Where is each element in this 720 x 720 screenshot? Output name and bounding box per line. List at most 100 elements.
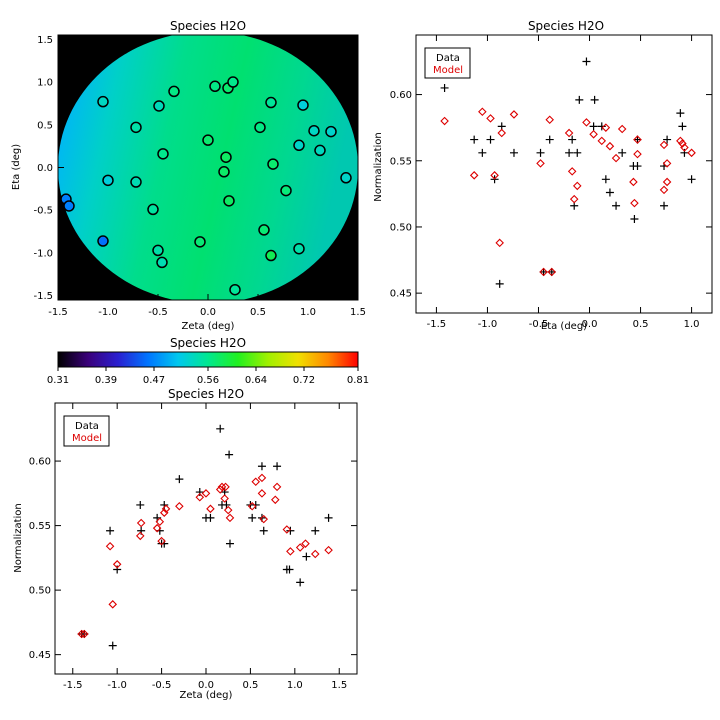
eta-scatter-model-point (629, 177, 638, 187)
eta-scatter-data-point (547, 267, 556, 276)
zeta-scatter-model-point (220, 494, 229, 503)
eta-scatter-data-point (633, 162, 642, 171)
eta-scatter-model-point (478, 107, 487, 117)
zeta-scatter-model-point (217, 482, 227, 492)
zeta-scatter-model-point (108, 600, 118, 609)
eta-scatter-data-point (470, 135, 479, 144)
map-x-tick-label: 1.5 (350, 307, 366, 318)
colorbar-tick-label: 0.56 (197, 375, 219, 386)
star-marker (168, 85, 180, 98)
zeta-scatter-y-tick-label: 0.45 (29, 650, 51, 661)
zeta-scatter-data-point (195, 488, 204, 497)
zeta-scatter-points (77, 424, 333, 650)
eta-scatter-model-point (564, 128, 574, 138)
eta-scatter-model-point (633, 149, 642, 159)
eta-scatter-data-point (660, 201, 669, 210)
eta-scatter-model-point (617, 124, 627, 134)
eta-scatter-data-point (676, 109, 685, 118)
eta-scatter-frame (415, 34, 713, 314)
star-marker (157, 148, 169, 160)
eta-scatter-x-tick-label: 1.0 (684, 319, 700, 330)
zeta-scatter-data-point (80, 629, 89, 638)
eta-scatter-y-tick-label: 0.50 (390, 222, 412, 233)
map-field-disk (58, 35, 358, 300)
eta-scatter-ticks: -1.5 -1.0 -0.5 0.0 0.5 1.0 0.45 0.50 0.55 0.60 (390, 35, 712, 330)
eta-scatter-model-point (630, 198, 639, 208)
eta-scatter-data-point (589, 122, 598, 131)
eta-legend-box (424, 47, 471, 79)
zeta-scatter-model-point (155, 517, 165, 527)
eta-scatter-data-point (687, 175, 696, 184)
zeta-scatter-model-point (206, 504, 215, 514)
zeta-scatter-data-point (225, 539, 234, 548)
eta-scatter-data-point (565, 148, 574, 157)
zeta-scatter-x-tick-label: -0.5 (152, 680, 172, 691)
star-marker (218, 166, 230, 178)
map-y-tick-label: -0.5 (33, 206, 53, 217)
eta-scatter-x-tick-label: -1.5 (427, 319, 447, 330)
map-y-tick-label: 1.5 (37, 35, 53, 46)
star-marker (97, 95, 109, 108)
star-marker (314, 144, 326, 157)
eta-scatter-model-point (659, 140, 669, 150)
star-marker (293, 139, 305, 152)
zeta-scatter-model-point (77, 629, 86, 639)
eta-scatter-data-point (573, 148, 582, 157)
colorbar-tick-label: 0.72 (293, 375, 315, 386)
zeta-scatter-data-point (136, 500, 145, 509)
star-marker (308, 124, 320, 137)
map-x-tick-label: 1.0 (300, 307, 316, 318)
zeta-scatter-y-tick-label: 0.60 (29, 457, 51, 468)
zeta-scatter-model-point (161, 504, 171, 514)
zeta-scatter-x-tick-label: -1.5 (63, 680, 83, 691)
zeta-scatter-data-point (206, 513, 215, 522)
star-marker (130, 176, 142, 188)
eta-scatter-data-point (486, 135, 495, 144)
zeta-scatter-model-point (135, 531, 145, 541)
eta-scatter-x-tick-label: 0.5 (633, 319, 649, 330)
map-x-label: Zeta (deg) (182, 321, 235, 332)
eta-scatter-data-point (539, 267, 548, 276)
eta-scatter-model-point (678, 139, 687, 148)
zeta-scatter-model-point (251, 477, 261, 486)
map-y-tick-label: 0.5 (37, 120, 53, 131)
eta-scatter-title: Species H2O (528, 19, 604, 33)
star-marker (229, 283, 241, 296)
eta-scatter-data-point (605, 188, 614, 197)
eta-scatter-data-point (495, 279, 504, 288)
zeta-scatter-y-tick-label: 0.55 (29, 521, 51, 532)
zeta-scatter-data-point (216, 424, 225, 433)
zeta-scatter-data-point (225, 450, 234, 459)
eta-legend-model: Model (433, 65, 463, 76)
colorbar-gradient (57, 351, 359, 368)
zeta-legend-box (63, 415, 110, 447)
eta-scatter-panel: Species H2O Data Model -1.5 -1.0 -0.5 0.0 0.… (373, 19, 713, 332)
map-x-tick-label: 0.0 (200, 307, 216, 318)
map-x-tick-label: 0.5 (250, 307, 266, 318)
zeta-scatter-data-point (108, 641, 117, 650)
eta-scatter-data-point (630, 215, 639, 224)
zeta-scatter-model-point (259, 514, 269, 524)
star-marker (227, 76, 239, 88)
eta-legend-data: Data (436, 53, 460, 64)
star-marker (209, 80, 221, 93)
eta-scatter-y-tick-label: 0.45 (390, 289, 412, 300)
zeta-scatter-model-point (80, 629, 89, 639)
zeta-scatter-model-point (225, 513, 235, 523)
eta-scatter-data-point (601, 175, 610, 184)
eta-scatter-y-tick-label: 0.60 (390, 90, 412, 101)
species-map-panel: Species H2O -1.5 -1.0 -0.5 0.0 0.5 1.0 1.5 -1.… (11, 19, 366, 332)
eta-scatter-data-point (633, 135, 642, 144)
eta-legend: Data Model (424, 47, 471, 79)
eta-scatter-model-point (589, 130, 598, 139)
zeta-scatter-panel: Species H2O Data Model -1.5 -1.0 -0.5 0.0 0.… (13, 387, 358, 701)
map-x-tick-label: -0.5 (148, 307, 168, 318)
star-marker (258, 224, 270, 236)
zeta-scatter-model-point (157, 536, 166, 546)
colorbar-ticks: 0.31 0.39 0.47 0.56 0.64 0.72 0.81 (47, 367, 369, 386)
eta-scatter-model-point (662, 159, 672, 168)
zeta-scatter-x-tick-label: 0.5 (242, 680, 258, 691)
zeta-legend-data: Data (75, 421, 99, 432)
zeta-scatter-data-point (286, 526, 295, 535)
